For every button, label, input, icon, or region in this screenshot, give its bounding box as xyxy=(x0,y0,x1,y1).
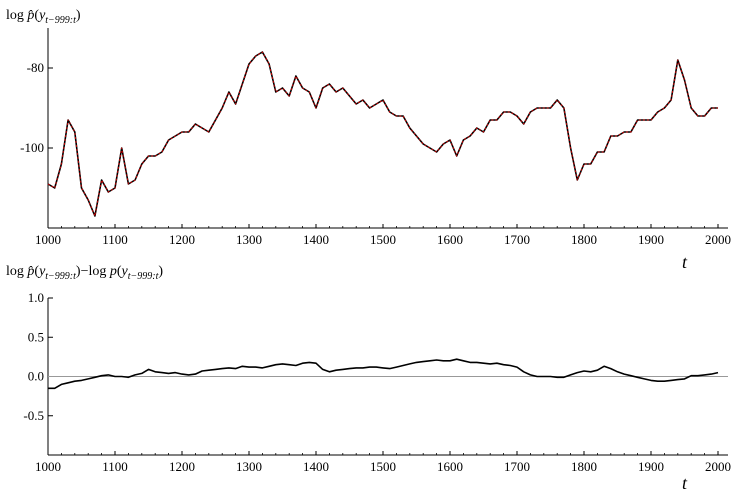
x-tick-label: 1900 xyxy=(638,459,664,474)
x-tick-label: 1700 xyxy=(504,459,530,474)
x-tick-label: 1000 xyxy=(35,232,61,247)
y-tick-label: -100 xyxy=(20,140,44,155)
top-series xyxy=(47,51,718,217)
x-tick-label: 1000 xyxy=(35,459,61,474)
top-chart-panel: log p̂(yt−999:t) t 1000 1100 1200 1300 1400 1… xyxy=(6,8,731,272)
x-tick-label: 1700 xyxy=(504,232,530,247)
series-line-0 xyxy=(47,51,718,217)
y-tick-label: -80 xyxy=(27,60,44,75)
x-tick-label: 1500 xyxy=(370,232,396,247)
x-tick-label: 1300 xyxy=(236,232,262,247)
bottom-chart-panel: log p̂(yt−999:t)−log p(yt−999:t) t 1000 1… xyxy=(6,264,731,493)
bottom-x-axis-label: t xyxy=(682,473,688,493)
x-tick-label: 1500 xyxy=(370,459,396,474)
y-tick-label: 1.0 xyxy=(28,290,44,305)
x-tick-label: 1800 xyxy=(571,232,597,247)
x-tick-label: 1400 xyxy=(303,232,329,247)
x-tick-label: 1900 xyxy=(638,232,664,247)
y-tick-label: 0.0 xyxy=(28,369,44,384)
top-axes: 1000 1100 1200 1300 1400 1500 1600 1700 1800 1900… xyxy=(20,28,731,247)
y-tick-label: -0.5 xyxy=(23,408,44,423)
bottom-y-axis-label: log p̂(yt−999:t)−log p(yt−999:t) xyxy=(6,264,163,282)
series-line-1 xyxy=(47,51,718,217)
x-tick-label: 1600 xyxy=(437,232,463,247)
x-tick-label: 1200 xyxy=(169,232,195,247)
x-tick-label: 1400 xyxy=(303,459,329,474)
x-tick-label: 1100 xyxy=(102,459,128,474)
bottom-axes: 1000 1100 1200 1300 1400 1500 1600 1700 1800 1900… xyxy=(23,290,731,474)
top-x-axis-label: t xyxy=(682,252,688,272)
x-tick-label: 1300 xyxy=(236,459,262,474)
y-tick-label: 0.5 xyxy=(28,329,44,344)
x-tick-label: 1600 xyxy=(437,459,463,474)
top-y-axis-label: log p̂(yt−999:t) xyxy=(6,8,81,26)
x-tick-label: 1200 xyxy=(169,459,195,474)
bottom-series xyxy=(48,358,719,390)
x-tick-label: 2000 xyxy=(705,232,731,247)
x-tick-label: 2000 xyxy=(705,459,731,474)
x-tick-label: 1800 xyxy=(571,459,597,474)
x-tick-label: 1100 xyxy=(102,232,128,247)
series-line-0 xyxy=(48,358,719,390)
